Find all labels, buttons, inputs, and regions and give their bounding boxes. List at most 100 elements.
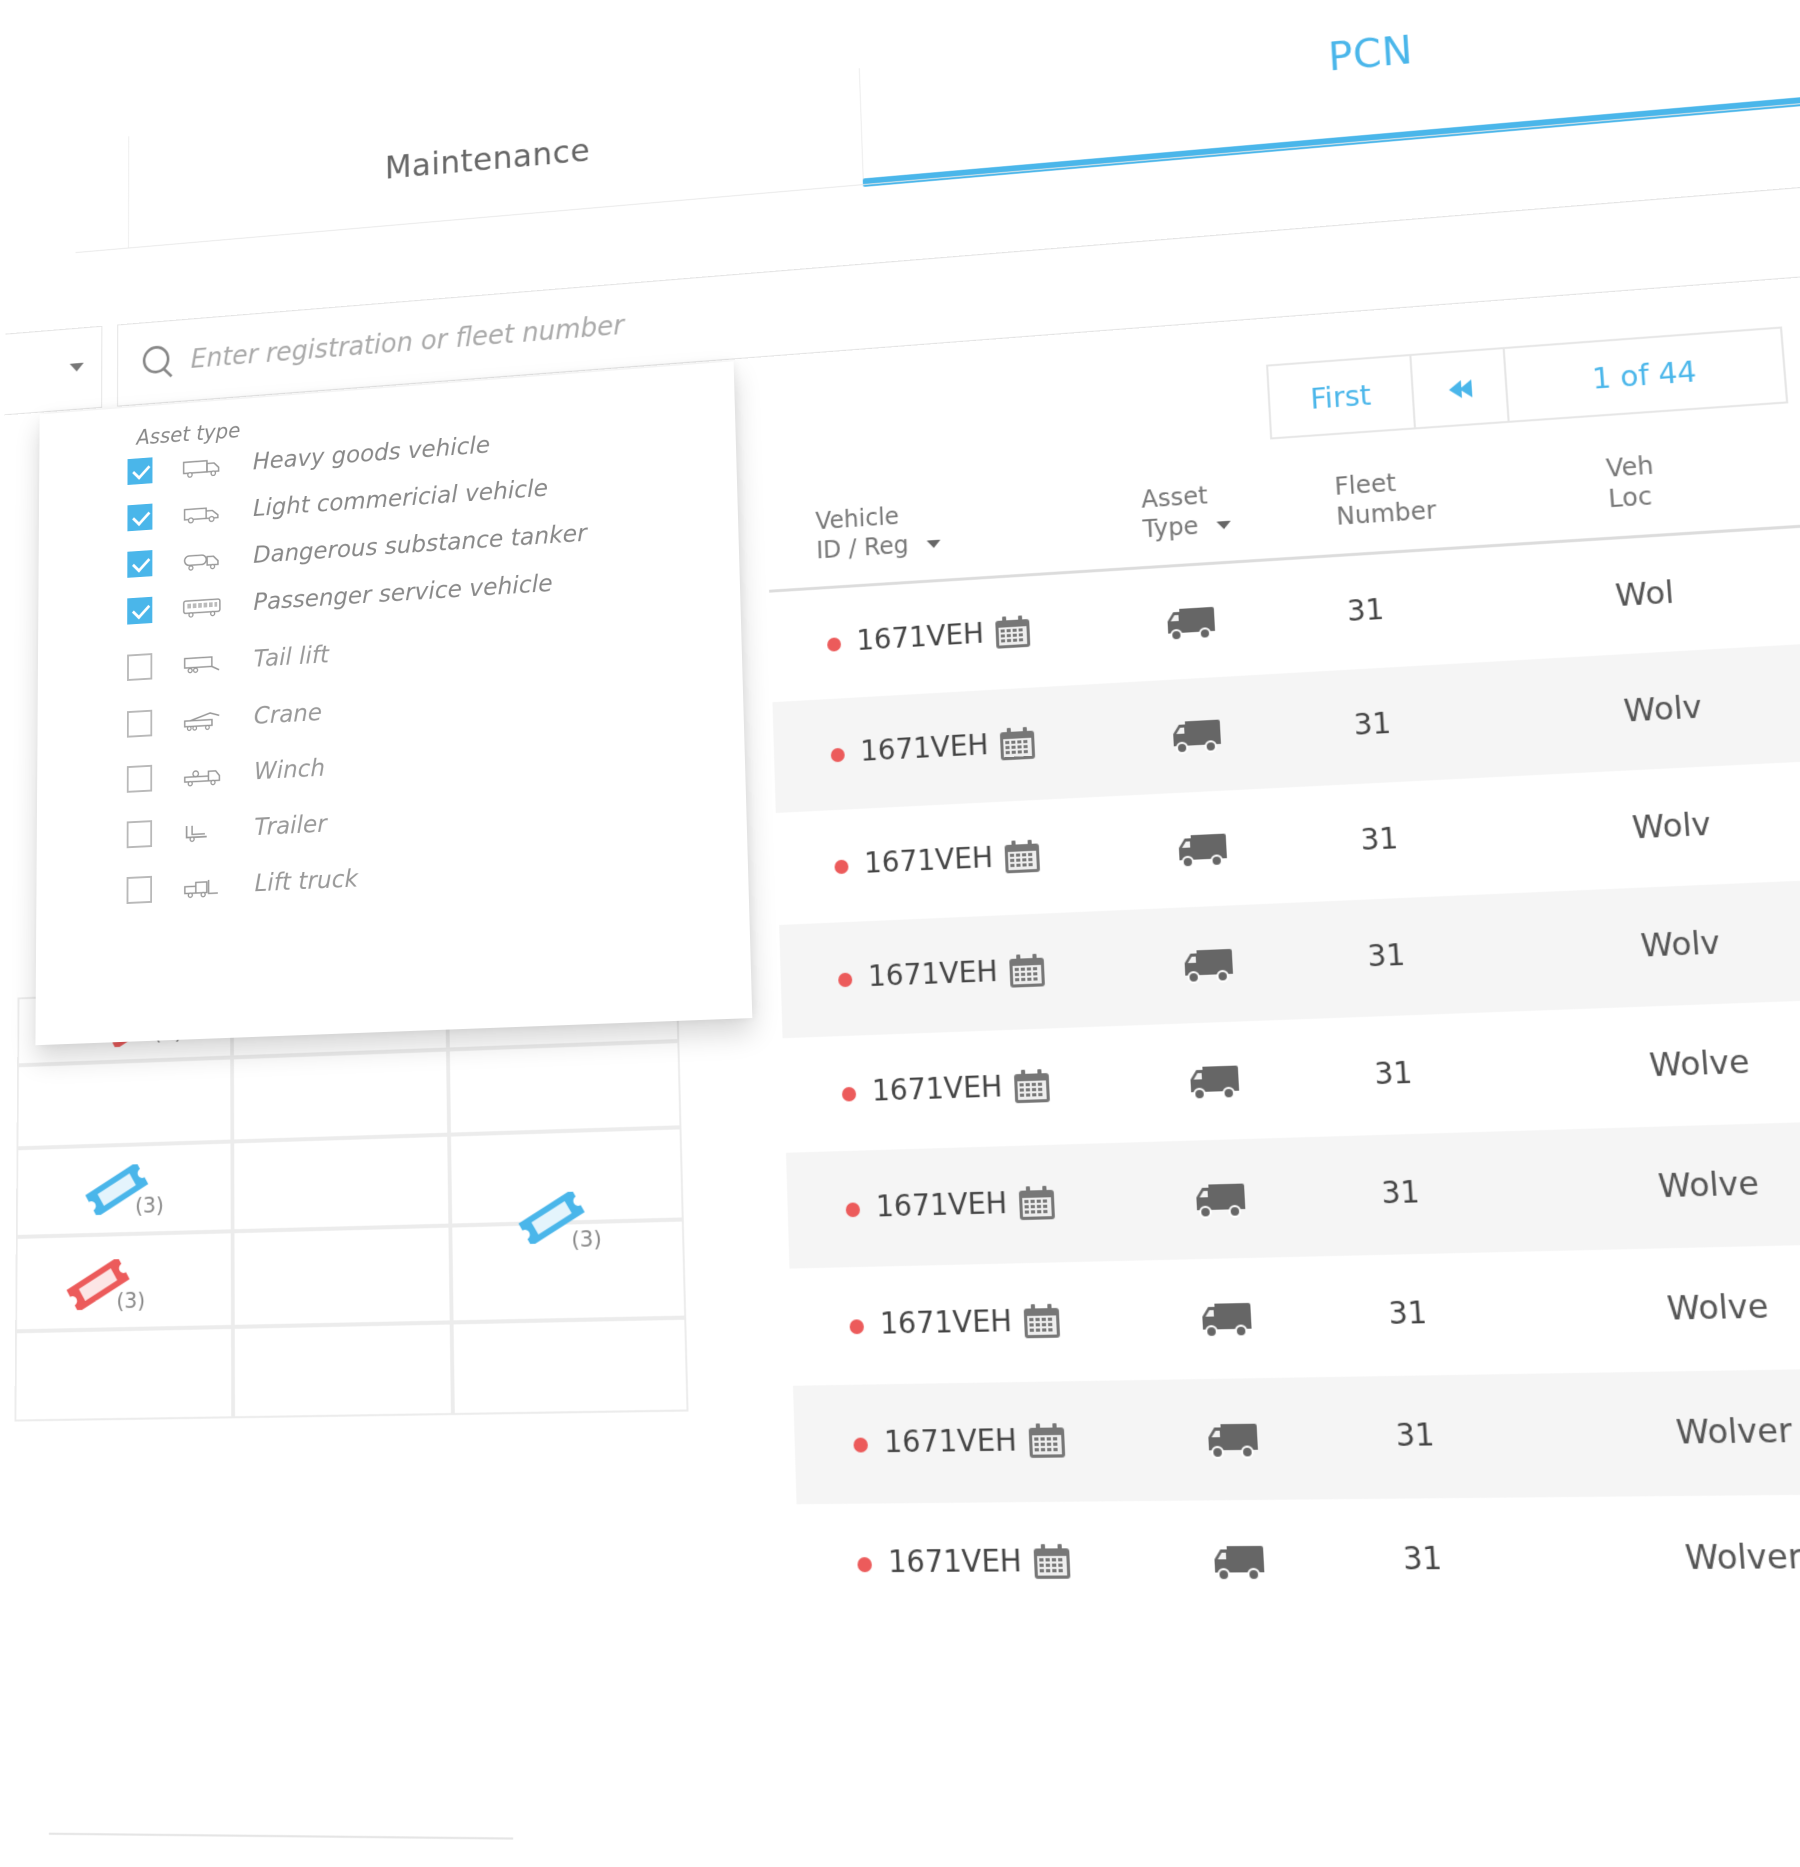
vehicle-reg[interactable]: 1671VEH [875,1186,1008,1224]
vehicle-location: Wolve [1648,1044,1751,1085]
crane-icon [183,710,221,731]
fleet-number: 31 [1388,1295,1429,1331]
page-count: 1 of 44 [1505,329,1786,421]
column-vehicle-location[interactable]: Veh Loc [1605,450,1657,514]
calendar-icon[interactable] [994,614,1031,650]
asset-checkbox[interactable] [127,550,152,578]
vehicle-location: Wolv [1631,806,1712,846]
vehicle-reg[interactable]: 1671VEH [879,1304,1012,1341]
truck-icon [1200,1301,1255,1338]
truck-icon [1212,1544,1267,1582]
calendar-icon[interactable] [1008,952,1046,988]
chevron-down-icon [70,363,84,372]
divider [49,1833,513,1840]
tab-pcn-label: PCN [1327,28,1414,80]
truck-icon [1170,717,1223,754]
first-page-button[interactable]: First [1268,356,1416,437]
calendar-cell[interactable] [448,1041,682,1135]
search-icon [143,345,170,375]
fleet-number: 31 [1373,1055,1413,1091]
vehicle-reg[interactable]: 1671VEH [867,954,998,993]
column-asset-line2: Type [1142,512,1199,543]
tanker-icon [183,550,221,571]
previous-page-button[interactable] [1411,349,1509,427]
vehicle-reg[interactable]: 1671VEH [864,841,994,880]
calendar-icon[interactable] [1003,838,1041,874]
truck-icon [1188,1063,1242,1100]
status-dot-icon [827,637,841,652]
asset-checkbox[interactable] [127,504,152,532]
rewind-icon [1448,371,1471,405]
asset-filter-label: Crane [254,698,322,730]
status-dot-icon [846,1202,861,1217]
calendar-icon[interactable] [1013,1068,1051,1104]
search-input[interactable] [189,264,1036,385]
status-dot-icon [834,860,848,875]
calendar-grid: (3)(3)(3)(3) [14,970,707,1533]
asset-checkbox[interactable] [127,653,152,681]
bus-icon [183,597,221,618]
calendar-cell[interactable] [14,1327,233,1422]
fleet-number: 31 [1346,593,1385,629]
status-dot-icon [857,1557,872,1572]
calendar-cell[interactable] [233,1322,453,1418]
asset-filter-label: Tail lift [254,640,329,672]
tab-pcn[interactable]: PCN [859,0,1800,184]
asset-checkbox[interactable] [127,765,152,793]
calendar-cell[interactable] [452,1318,689,1415]
calendar-icon[interactable] [999,726,1037,762]
asset-checkbox[interactable] [127,876,152,904]
tab-maintenance-label: Maintenance [385,132,591,187]
vehicle-reg[interactable]: 1671VEH [871,1069,1003,1107]
calendar-cell[interactable] [232,1050,449,1142]
table-row[interactable]: 1671VEH 31 Wolver [793,1365,1800,1505]
calendar-icon[interactable] [1022,1303,1061,1340]
asset-filter-label: Winch [254,753,325,785]
column-location-line1: Veh [1605,450,1655,484]
fleet-number: 31 [1402,1540,1443,1577]
table-row[interactable]: 1671VEH 31 Wolver [797,1492,1800,1624]
column-fleet-number[interactable]: Fleet Number [1334,465,1438,532]
status-dot-icon [842,1087,856,1102]
truck-icon [1194,1181,1248,1218]
calendar-icon[interactable] [1032,1543,1071,1580]
calendar-cell[interactable] [17,1057,233,1148]
calendar-icon[interactable] [1018,1185,1056,1222]
fleet-number: 31 [1353,706,1392,742]
status-dot-icon [838,973,852,988]
vehicle-location: Wolv [1640,925,1722,965]
vehicle-reg[interactable]: 1671VEH [883,1423,1017,1460]
app-stage: Maintenance PCN (3)(3)(3)(3) Asset type … [49,0,1800,1865]
vehicle-location: Wolve [1666,1288,1770,1329]
sort-caret-icon[interactable] [926,540,940,549]
sort-caret-icon[interactable] [1217,521,1232,530]
filter-dropdown[interactable] [5,326,103,416]
calendar-cell[interactable] [232,1135,450,1232]
status-dot-icon [849,1319,864,1334]
truck-icon [1182,947,1236,984]
lcv-icon [183,503,221,524]
status-dot-icon [831,748,845,763]
truck-icon [1176,831,1229,868]
calendar-cell[interactable] [233,1226,452,1327]
column-fleet-line2: Number [1335,495,1437,532]
ticket-count: (3) [571,1227,602,1253]
asset-checkbox[interactable] [127,820,152,848]
asset-type-filter-panel: Asset type Heavy goods vehicle Light comm… [35,361,752,1045]
calendar-icon[interactable] [1027,1422,1066,1459]
column-vehicle-id[interactable]: Vehicle ID / Reg [815,499,941,566]
truck-icon [1165,605,1218,642]
page-count-label: 1 of 44 [1591,355,1698,396]
vehicle-reg[interactable]: 1671VEH [856,617,985,657]
trailer-icon [183,821,221,842]
asset-checkbox[interactable] [127,597,152,625]
hgv-icon [183,457,221,478]
winch-icon [183,766,221,787]
fleet-number: 31 [1360,821,1400,857]
vehicle-reg[interactable]: 1671VEH [860,728,989,768]
tab-maintenance[interactable]: Maintenance [128,68,864,247]
asset-checkbox[interactable] [128,457,153,485]
column-asset-type[interactable]: Asset Type [1141,479,1232,544]
vehicle-reg[interactable]: 1671VEH [888,1543,1023,1579]
asset-checkbox[interactable] [127,710,152,738]
